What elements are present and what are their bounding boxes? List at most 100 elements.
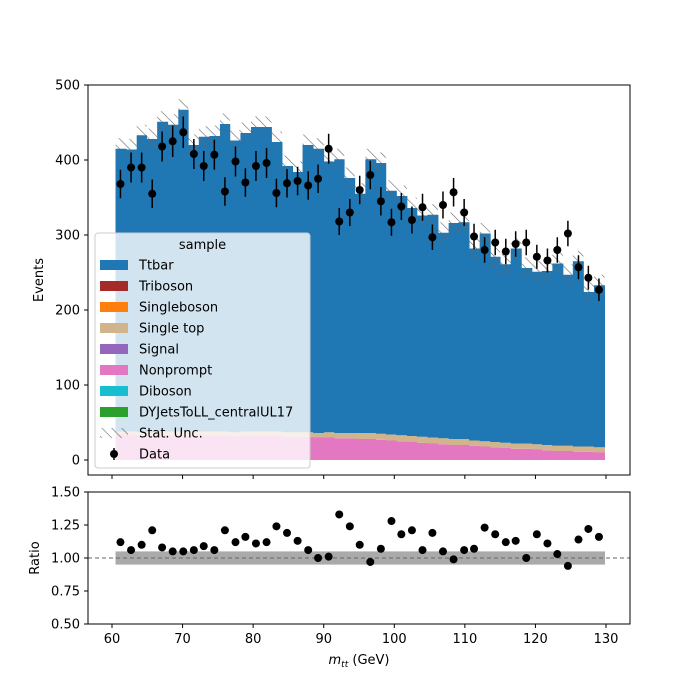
ratio-band-bin-33 (458, 551, 470, 565)
data-point-0 (116, 180, 125, 188)
stat-unc-bin-14 (260, 116, 272, 138)
hist-bar-ttbar-31 (438, 232, 450, 439)
hist-bar-ttbar-44 (572, 261, 584, 447)
data-point-7 (189, 150, 198, 158)
hist-bar-single-top-28 (406, 436, 418, 442)
data-point-27 (397, 202, 406, 211)
ratio-band-bin-6 (178, 551, 189, 565)
x-axis-label: mtt (GeV) (329, 653, 390, 670)
y-tick-label-500: 500 (55, 79, 80, 94)
hist-bar-nonprompt-44 (572, 451, 584, 460)
data-point-32 (449, 188, 458, 197)
ratio-band-bin-10 (219, 551, 231, 565)
ratio-point-0 (116, 538, 125, 547)
ratio-axes: 0.50 0.75 1.00 1.25 1.50 60 70 80 90 100 110 120 130 (51, 486, 631, 647)
ratio-point-10 (220, 526, 229, 535)
data-point-10 (220, 187, 229, 196)
ratio-point-20 (324, 552, 333, 561)
ratio-point-7 (189, 546, 198, 555)
ratio-y-axis-label: Ratio (28, 541, 43, 574)
data-point-11 (231, 157, 240, 166)
hist-bar-ttbar-42 (552, 263, 564, 446)
stat-unc-bin-43 (562, 264, 573, 286)
data-point-35 (480, 246, 489, 254)
hist-bar-nonprompt-33 (458, 445, 470, 460)
hist-bar-single-top-43 (562, 445, 574, 451)
data-point-29 (418, 203, 427, 212)
ratio-band-bin-25 (375, 551, 387, 565)
x-tick-label-100: 100 (382, 632, 407, 647)
hist-bar-nonprompt-27 (396, 441, 408, 460)
ratio-point-27 (397, 530, 406, 539)
hist-bar-nonprompt-25 (375, 439, 387, 460)
stat-unc-bin-9 (209, 125, 220, 147)
ratio-point-28 (407, 526, 416, 535)
data-point-15 (272, 189, 281, 197)
hist-bar-nonprompt-31 (438, 444, 450, 460)
ratio-point-9 (210, 546, 219, 555)
hist-bar-nonprompt-28 (406, 442, 418, 460)
stat-unc-bin-30 (427, 204, 439, 226)
data-point-14 (262, 159, 271, 167)
ratio-point-3 (148, 526, 157, 535)
data-point-41 (543, 256, 552, 265)
legend-title: sample (179, 238, 226, 253)
ratio-point-26 (387, 517, 396, 526)
hist-bar-single-top-21 (334, 433, 345, 439)
hist-bar-ttbar-34 (469, 248, 481, 441)
ratio-point-18 (304, 546, 313, 555)
x-tick-label-70: 70 (174, 632, 191, 647)
hist-bar-single-top-27 (396, 435, 408, 442)
data-point-3 (148, 189, 157, 198)
x-tick-label-130: 130 (594, 632, 619, 647)
stat-unc-bin-35 (479, 223, 491, 244)
hist-bar-ttbar-26 (385, 190, 397, 435)
hist-bar-ttbar-29 (416, 215, 428, 437)
hist-bar-nonprompt-39 (521, 448, 533, 460)
hist-bar-ttbar-20 (323, 161, 335, 433)
ratio-band-bin-4 (157, 551, 169, 565)
legend-swatch-single-top (100, 323, 128, 333)
legend-label-signal: Signal (139, 343, 179, 358)
ratio-point-4 (158, 543, 167, 552)
hist-bar-nonprompt-22 (344, 438, 356, 460)
ratio-band-bin-21 (334, 551, 345, 565)
stat-unc-bin-6 (178, 99, 189, 121)
hist-bar-single-top-37 (500, 442, 512, 448)
legend-label-dyjetstoll-centralul17: DYJetsToLL_centralUL17 (139, 406, 293, 421)
ratio-point-2 (137, 540, 146, 549)
data-point-6 (179, 128, 188, 137)
ratio-point-19 (314, 554, 323, 562)
hist-bar-nonprompt-30 (427, 443, 439, 460)
data-point-39 (522, 238, 531, 247)
hist-bar-nonprompt-43 (562, 451, 574, 460)
legend-swatch-ttbar (100, 260, 128, 270)
hist-bar-single-top-45 (583, 446, 595, 452)
ratio-point-37 (501, 538, 510, 547)
hist-bar-ttbar-25 (375, 163, 387, 434)
ratio-point-34 (470, 544, 479, 553)
hist-bar-single-top-44 (572, 446, 584, 452)
legend-label-triboson: Triboson (138, 280, 193, 295)
legend-swatch-signal (100, 344, 128, 354)
data-point-25 (376, 197, 385, 206)
hist-bar-single-top-46 (594, 447, 605, 453)
hist-bar-nonprompt-32 (448, 445, 459, 460)
hist-bar-nonprompt-19 (313, 437, 325, 460)
stat-unc-bin-10 (219, 113, 230, 135)
data-point-45 (584, 273, 593, 282)
ratio-point-23 (355, 540, 364, 549)
ratio-point-22 (345, 522, 354, 531)
ratio-y-tick-label-1.00: 1.00 (51, 552, 80, 567)
ratio-point-29 (418, 546, 427, 555)
stat-unc-bin-18 (302, 134, 314, 156)
data-points (116, 116, 603, 301)
data-point-44 (574, 263, 583, 272)
x-tick-label-80: 80 (245, 632, 262, 647)
hist-bar-single-top-32 (448, 439, 459, 445)
ratio-point-11 (231, 538, 240, 547)
data-point-24 (366, 171, 375, 179)
hist-bar-nonprompt-45 (583, 451, 595, 460)
hist-bar-ttbar-22 (344, 178, 356, 433)
